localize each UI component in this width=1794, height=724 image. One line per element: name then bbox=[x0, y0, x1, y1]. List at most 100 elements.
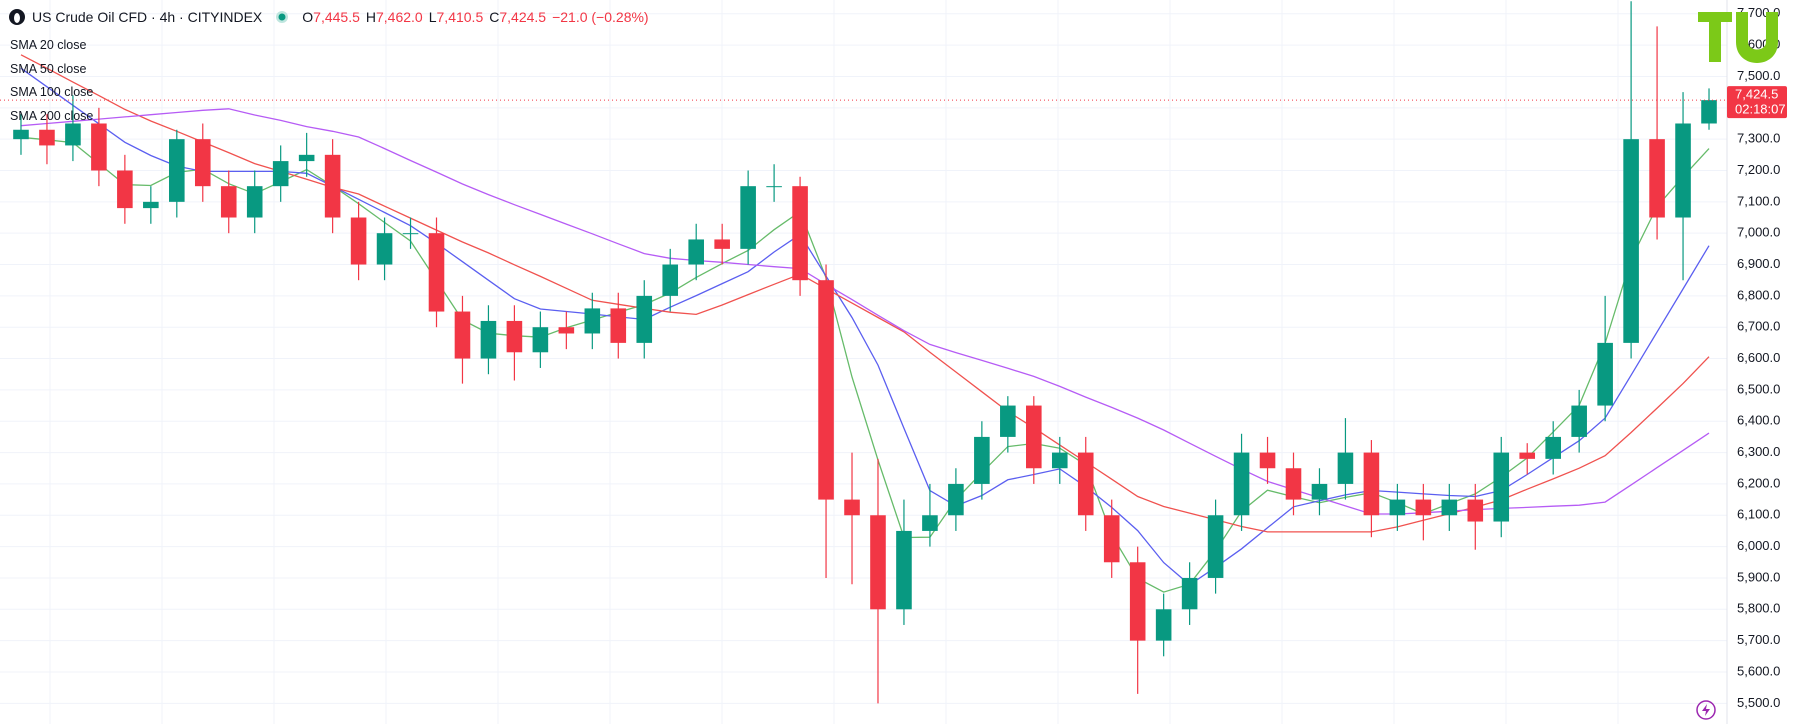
legend-item[interactable]: SMA 100 close bbox=[10, 81, 93, 105]
ohlc-label: O bbox=[302, 9, 314, 25]
candle-body bbox=[1467, 499, 1484, 522]
candle-body bbox=[480, 320, 497, 359]
candle-body bbox=[1155, 609, 1172, 641]
ohlc-value: 7,410.5 bbox=[436, 9, 484, 25]
y-tick-label: 5,800.0 bbox=[1737, 601, 1780, 616]
candle-body bbox=[169, 139, 185, 202]
legend: SMA 20 close SMA 50 close SMA 100 close SMA… bbox=[10, 34, 93, 128]
price-tag bbox=[1727, 86, 1787, 119]
candle-body bbox=[896, 530, 912, 610]
candle-body bbox=[1363, 452, 1380, 516]
candle-body bbox=[792, 186, 808, 281]
candle-body bbox=[506, 320, 523, 353]
ohlc: O7,445.5 H7,462.0 L7,410.5 C7,424.5 bbox=[302, 9, 546, 25]
y-tick-label: 6,100.0 bbox=[1737, 507, 1780, 522]
candle-body bbox=[194, 139, 211, 187]
vertical-grid bbox=[49, 0, 1619, 724]
y-tick-label: 7,500.0 bbox=[1737, 68, 1780, 83]
y-tick-label: 5,500.0 bbox=[1737, 695, 1780, 710]
legend-item[interactable]: SMA 20 close bbox=[10, 34, 93, 58]
candle-body bbox=[1675, 123, 1691, 218]
candle-body bbox=[1181, 577, 1198, 610]
candle-body bbox=[350, 217, 367, 265]
candle-body bbox=[1311, 483, 1328, 500]
candle-body bbox=[1129, 562, 1146, 641]
candle-body bbox=[714, 239, 730, 249]
candle-body bbox=[376, 233, 393, 265]
change: −21.0 (−0.28%) bbox=[552, 9, 649, 25]
y-tick-label: 6,300.0 bbox=[1737, 444, 1780, 459]
legend-label: SMA 50 close bbox=[10, 61, 87, 76]
legend-item[interactable]: SMA 50 close bbox=[10, 58, 93, 82]
candle-body bbox=[1285, 468, 1302, 500]
ohlc-label: C bbox=[489, 9, 500, 25]
candle-body bbox=[65, 123, 81, 146]
y-tick-label: 6,800.0 bbox=[1737, 287, 1780, 302]
candle-body bbox=[272, 161, 289, 187]
status-dot bbox=[276, 11, 289, 23]
candle-body bbox=[1701, 100, 1717, 124]
candle-body bbox=[298, 154, 315, 162]
legend-label: SMA 20 close bbox=[10, 38, 87, 52]
candle-body bbox=[454, 311, 471, 359]
sma-line bbox=[20, 54, 1710, 533]
candle-body bbox=[13, 129, 29, 140]
candle-body bbox=[220, 186, 237, 218]
candle-body bbox=[1103, 515, 1120, 563]
candle-body bbox=[922, 515, 938, 531]
legend-label: SMA 200 close bbox=[10, 108, 94, 123]
y-tick-label: 5,700.0 bbox=[1737, 632, 1780, 647]
candle-body bbox=[402, 233, 419, 235]
candle-body bbox=[558, 327, 575, 334]
lightning-icon[interactable] bbox=[1694, 698, 1718, 722]
y-tick-label: 7,200.0 bbox=[1737, 162, 1780, 177]
candle-body bbox=[91, 123, 107, 171]
candle-body bbox=[740, 186, 756, 249]
candle-body bbox=[870, 515, 886, 610]
candle-body bbox=[117, 170, 133, 209]
ohlc-value: 7,445.5 bbox=[313, 9, 360, 25]
candle-body bbox=[688, 239, 704, 265]
header: US Crude Oil CFD · 4h · CITYINDEX O7,445… bbox=[8, 8, 649, 26]
candle-body bbox=[1415, 499, 1432, 516]
candle-body bbox=[1623, 139, 1639, 343]
candle-body bbox=[1051, 452, 1068, 469]
candle-body bbox=[1597, 342, 1613, 406]
y-tick-label: 6,000.0 bbox=[1737, 538, 1780, 553]
candle-body bbox=[246, 186, 263, 218]
y-tick-label: 7,300.0 bbox=[1737, 131, 1780, 146]
y-tick-label: 6,900.0 bbox=[1737, 256, 1780, 271]
candle-body bbox=[1441, 499, 1458, 516]
candle-body bbox=[39, 129, 55, 146]
y-tick-label: 7,100.0 bbox=[1737, 193, 1780, 208]
legend-label: SMA 100 close bbox=[10, 85, 94, 99]
y-tick-label: 5,900.0 bbox=[1737, 569, 1780, 584]
candle-body bbox=[1077, 452, 1094, 516]
candle-body bbox=[1519, 452, 1536, 459]
candle-body bbox=[844, 499, 860, 516]
ohlc-item: L7,410.5 bbox=[429, 9, 484, 25]
ohlc-value: 7,424.5 bbox=[499, 9, 547, 25]
y-tick-label: 6,400.0 bbox=[1737, 413, 1780, 428]
symbol: US Crude Oil CFD · 4h · CITYINDEX bbox=[32, 9, 263, 25]
candle-body bbox=[532, 327, 549, 353]
candle-body bbox=[662, 264, 679, 296]
candle-body bbox=[1493, 452, 1510, 522]
candle-body bbox=[818, 280, 834, 500]
logo bbox=[1698, 12, 1778, 63]
sma-line bbox=[20, 67, 1710, 586]
candle-body bbox=[1207, 515, 1224, 578]
countdown: 02:18:07 bbox=[1735, 102, 1786, 117]
candle-body bbox=[766, 186, 782, 188]
candle-body bbox=[974, 436, 990, 484]
candle-body bbox=[1337, 452, 1354, 484]
y-tick-label: 6,700.0 bbox=[1737, 319, 1780, 334]
candle-body bbox=[636, 295, 653, 343]
candle-body bbox=[1000, 405, 1016, 437]
candle-body bbox=[1233, 452, 1250, 516]
candle-body bbox=[1571, 405, 1587, 437]
legend-item[interactable]: SMA 200 close bbox=[10, 105, 93, 129]
y-tick-label: 7,000.0 bbox=[1737, 225, 1780, 240]
ohlc-label: H bbox=[365, 9, 376, 25]
